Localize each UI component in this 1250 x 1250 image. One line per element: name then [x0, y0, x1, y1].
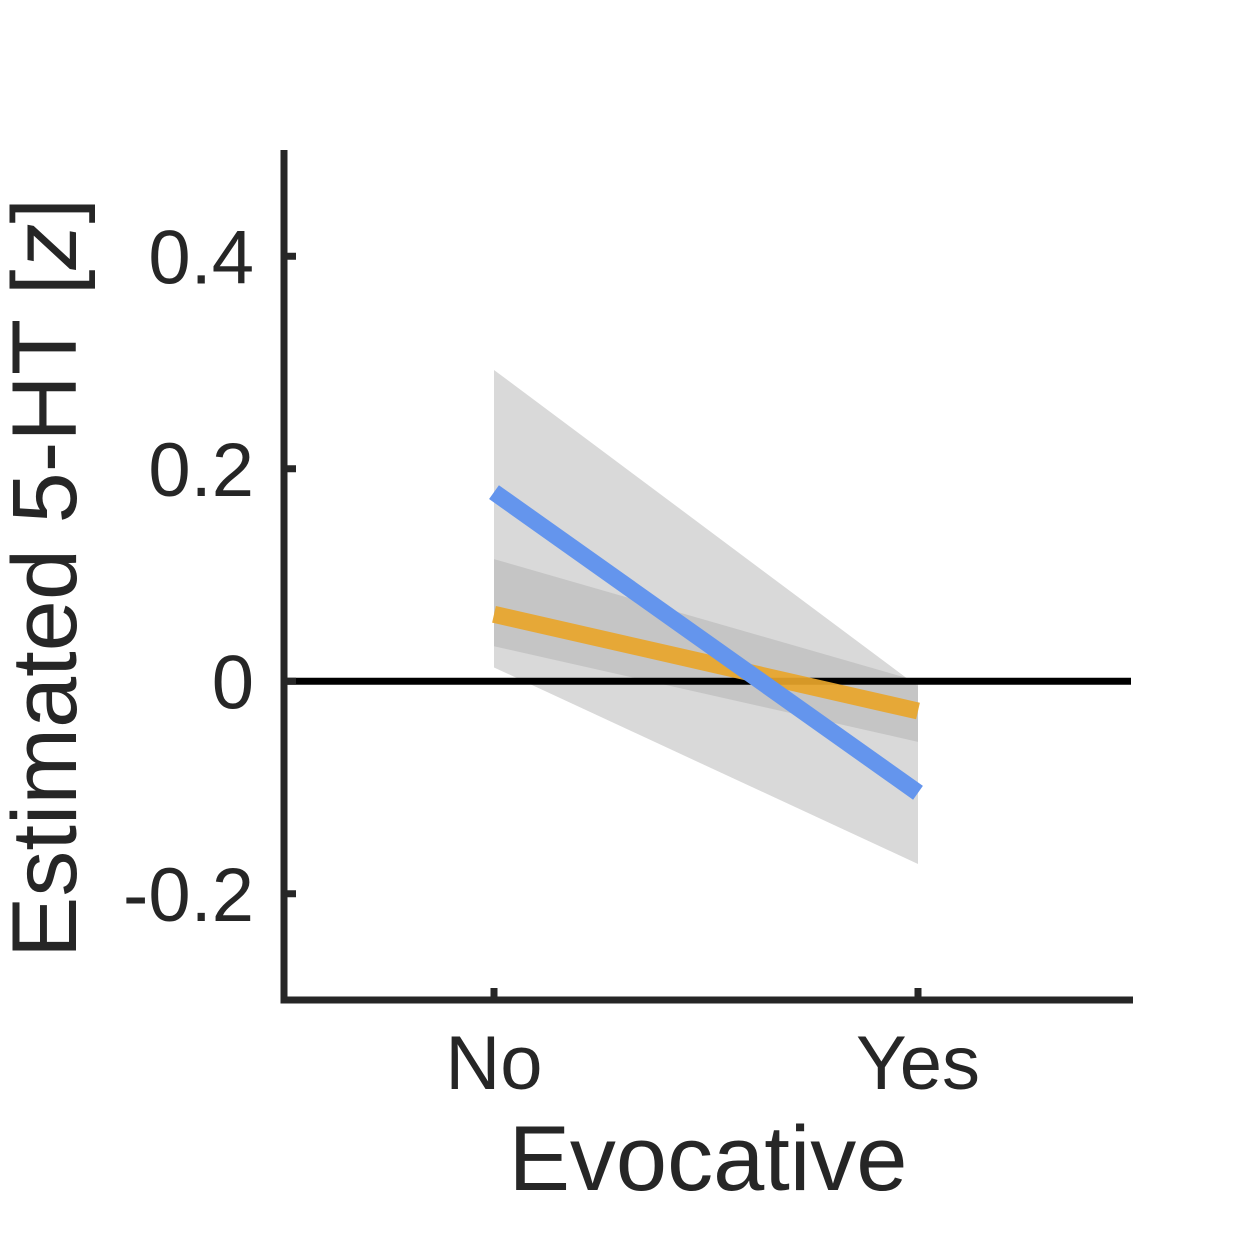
y-tick-label: 0	[212, 640, 254, 725]
x-tick-label: Yes	[856, 1021, 980, 1106]
series-line-2	[492, 606, 920, 720]
series-line-1	[489, 485, 923, 800]
confidence-bands	[494, 369, 918, 864]
y-tick-label: 0.4	[148, 215, 254, 300]
series-lines	[489, 485, 923, 800]
y-tick-label: 0.2	[148, 428, 254, 513]
x-axis-title: Evocative	[509, 1108, 908, 1210]
y-tick-label: -0.2	[123, 853, 254, 938]
x-tick-label: No	[445, 1021, 542, 1106]
y-axis-title-end: ]	[0, 198, 96, 224]
axes	[280, 150, 1133, 1004]
y-ticks: -0.2 0 0.2 0.4	[123, 215, 296, 938]
y-axis-title-variable: z	[0, 224, 96, 271]
x-ticks: No Yes	[445, 988, 980, 1106]
y-axis-title: Estimated 5-HT [z]	[0, 198, 96, 958]
confidence-band-1	[494, 369, 918, 864]
y-axis-title-main: Estimated 5-HT [	[0, 270, 96, 959]
